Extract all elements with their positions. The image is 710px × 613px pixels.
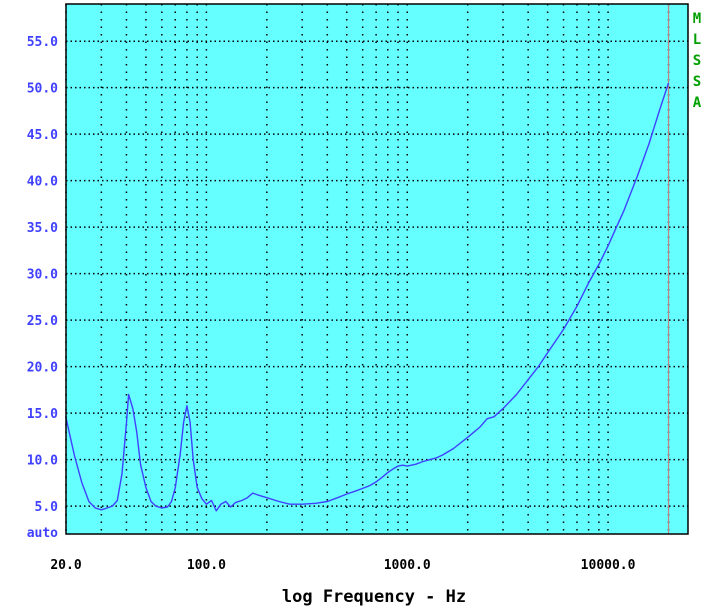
x-tick-labels: 20.0 100.0 1000.0 10000.0 bbox=[50, 558, 635, 573]
side-label-letter: M bbox=[693, 11, 701, 27]
plot-frame bbox=[65, 3, 689, 535]
series-line bbox=[65, 82, 670, 512]
plot-area bbox=[66, 4, 688, 534]
y-tick-label: 15.0 bbox=[27, 407, 58, 422]
side-label-letter: L bbox=[693, 32, 701, 48]
side-label-letter: S bbox=[693, 74, 701, 90]
y-auto-label: auto bbox=[27, 526, 58, 541]
impedance-curve bbox=[65, 82, 670, 512]
x-tick-label: 20.0 bbox=[50, 558, 81, 573]
y-tick-label: 45.0 bbox=[27, 128, 58, 143]
y-tick-labels: 55.0 50.0 45.0 40.0 35.0 30.0 25.0 20.0 15.0 10.0… bbox=[27, 35, 58, 515]
y-tick-label: 50.0 bbox=[27, 82, 58, 97]
grid bbox=[65, 4, 688, 534]
y-tick-label: 5.0 bbox=[35, 500, 59, 515]
y-tick-label: 25.0 bbox=[27, 314, 58, 329]
y-tick-label: 40.0 bbox=[27, 175, 58, 190]
y-tick-label: 10.0 bbox=[27, 454, 58, 469]
x-axis-label: log Frequency - Hz bbox=[282, 587, 466, 607]
x-tick-label: 100.0 bbox=[187, 558, 226, 573]
y-tick-label: 35.0 bbox=[27, 221, 58, 236]
y-tick-label: 20.0 bbox=[27, 361, 58, 376]
x-tick-label: 10000.0 bbox=[581, 558, 636, 573]
x-tick-label: 1000.0 bbox=[384, 558, 431, 573]
y-tick-label: 30.0 bbox=[27, 268, 58, 283]
side-label-letter: A bbox=[693, 95, 702, 111]
side-label-letter: S bbox=[693, 53, 701, 69]
y-tick-label: 55.0 bbox=[27, 35, 58, 50]
